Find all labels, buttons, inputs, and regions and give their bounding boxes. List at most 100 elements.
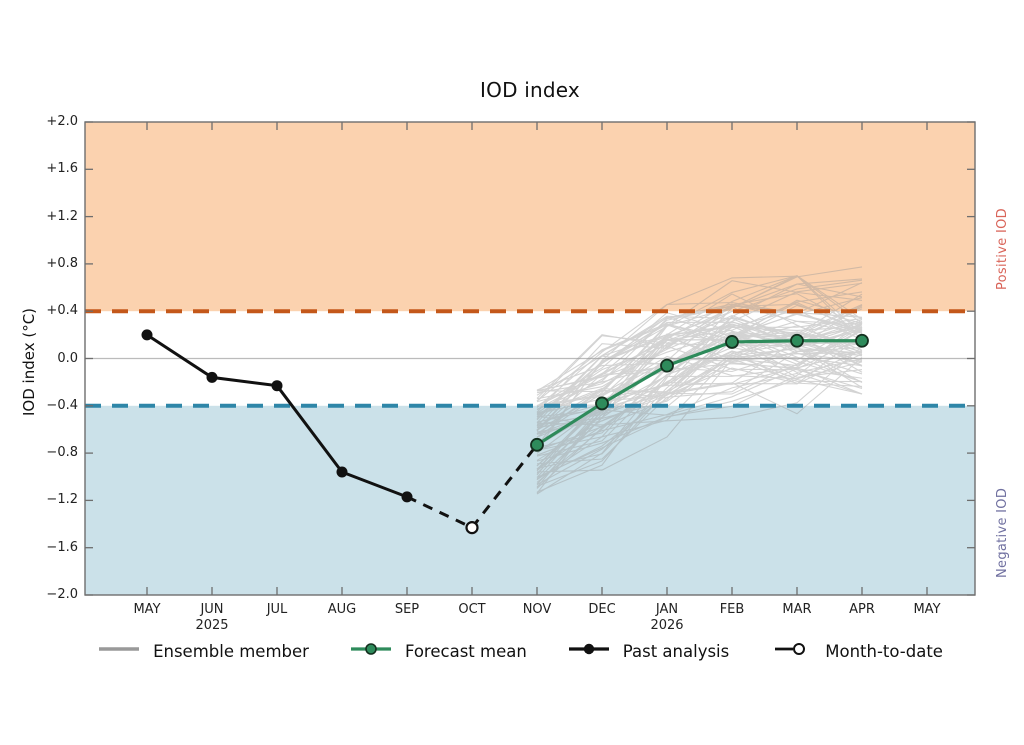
ensemble-member-line xyxy=(536,280,863,438)
ensemble-member-line xyxy=(536,378,863,478)
ensemble-member-line xyxy=(536,323,863,394)
ensemble-member-line xyxy=(536,293,863,413)
ensemble-member-line xyxy=(536,333,863,481)
ensemble-member-line xyxy=(536,358,863,425)
ensemble-member-line xyxy=(536,310,863,399)
y-tick-label: −0.4 xyxy=(46,397,78,413)
month-to-date-dashed-line xyxy=(406,443,539,530)
month-to-date-marker xyxy=(465,520,479,535)
past-analysis-point xyxy=(336,466,348,478)
x-tick-label: APR xyxy=(849,602,875,617)
ensemble-member-line xyxy=(536,346,863,473)
ensemble-member-line xyxy=(536,335,863,427)
y-tick-label: −1.2 xyxy=(46,492,78,508)
ensemble-member-line xyxy=(536,320,863,485)
ensemble-member-line xyxy=(536,368,863,494)
ensemble-lines xyxy=(536,266,863,495)
ensemble-member-line xyxy=(536,315,863,396)
ensemble-member-line xyxy=(536,297,863,451)
axis-ticks xyxy=(85,121,975,596)
ensemble-member-line xyxy=(536,305,863,411)
ensemble-member-line xyxy=(536,279,863,418)
x-tick-label: JUN 2025 xyxy=(180,602,244,634)
ensemble-member-line xyxy=(536,309,863,421)
x-tick-label: JAN 2026 xyxy=(635,602,699,634)
ensemble-member-line xyxy=(536,327,863,462)
chart-title: IOD index xyxy=(480,78,580,102)
ensemble-member-line xyxy=(536,301,863,470)
ensemble-member-line xyxy=(536,303,863,420)
legend-item-label: Forecast mean xyxy=(404,641,527,661)
ensemble-member-line xyxy=(536,318,863,424)
x-tick-year-label: 2025 xyxy=(195,618,229,633)
y-tick-label: −0.8 xyxy=(46,445,78,461)
ensemble-member-line xyxy=(536,266,863,493)
legend-item-ensemble: Ensemble member xyxy=(97,641,309,661)
ensemble-member-line xyxy=(536,349,863,489)
ensemble-member-line xyxy=(536,345,863,467)
ensemble-member-line xyxy=(536,351,863,435)
x-tick-label: MAY xyxy=(913,602,941,617)
forecast-mean-line xyxy=(536,339,862,447)
ensemble-member-line xyxy=(536,331,863,392)
ensemble-member-line xyxy=(536,316,863,431)
ensemble-member-line xyxy=(536,330,863,480)
ensemble-member-line xyxy=(536,321,863,429)
x-tick-label: MAR xyxy=(782,602,812,617)
ensemble-member-line xyxy=(536,345,863,426)
legend-item-label: Past analysis xyxy=(622,641,730,661)
ensemble-member-line xyxy=(536,326,863,415)
ensemble-member-line xyxy=(536,323,863,447)
ensemble-member-line xyxy=(536,335,863,416)
ensemble-member-line xyxy=(536,349,863,433)
ensemble-member-line xyxy=(536,306,863,415)
forecast-mean-point xyxy=(595,396,609,411)
x-tick-label: SEP xyxy=(394,602,420,617)
x-tick-label: MAY xyxy=(133,602,161,617)
y-tick-label: −1.6 xyxy=(46,539,78,555)
ensemble-member-line xyxy=(536,283,863,488)
ensemble-member-line xyxy=(536,282,863,403)
ensemble-member-line xyxy=(536,305,863,407)
ensemble-member-line xyxy=(536,353,863,435)
ensemble-member-line xyxy=(536,372,863,456)
forecast-mean-point xyxy=(660,358,674,373)
ensemble-member-line xyxy=(536,275,863,450)
x-tick-year-label: 2026 xyxy=(650,618,684,633)
ensemble-member-line xyxy=(536,291,863,428)
ensemble-member-line xyxy=(536,332,863,483)
negative-iod-band xyxy=(85,405,975,595)
ensemble-member-line xyxy=(536,325,863,435)
ensemble-member-line xyxy=(536,308,863,435)
ensemble-member-line xyxy=(536,342,863,438)
ensemble-member-line xyxy=(536,293,863,427)
x-tick-label: AUG xyxy=(327,602,357,617)
ensemble-member-line xyxy=(536,331,863,407)
ensemble-member-line xyxy=(536,303,863,454)
ensemble-member-line xyxy=(536,275,863,410)
forecast-mean-point xyxy=(725,335,739,349)
x-tick-label: JUL xyxy=(266,602,288,617)
x-tick-label: FEB xyxy=(719,602,745,617)
legend-item-label: Month-to-date xyxy=(825,641,943,661)
legend-item-mtd: Month-to-date xyxy=(769,641,943,661)
ensemble-member-line xyxy=(536,303,863,400)
mtd-legend-marker-icon xyxy=(769,641,815,661)
y-tick-label: 0.0 xyxy=(57,350,78,366)
past-legend-marker-icon xyxy=(567,641,613,661)
ensemble-member-line xyxy=(536,355,863,431)
ensemble-member-line xyxy=(536,275,863,431)
y-tick-label: +1.2 xyxy=(46,208,78,224)
ensemble-member-line xyxy=(536,314,863,414)
x-tick-label: NOV xyxy=(522,602,552,617)
ensemble-member-line xyxy=(536,322,863,470)
past-analysis-point xyxy=(271,380,283,392)
legend-item-forecast: Forecast mean xyxy=(349,641,527,661)
ensemble-member-line xyxy=(536,325,863,487)
past-analysis-point xyxy=(401,491,413,503)
ensemble-member-line xyxy=(536,333,863,428)
ensemble-member-line xyxy=(536,352,863,416)
y-tick-label: +0.4 xyxy=(46,303,78,319)
